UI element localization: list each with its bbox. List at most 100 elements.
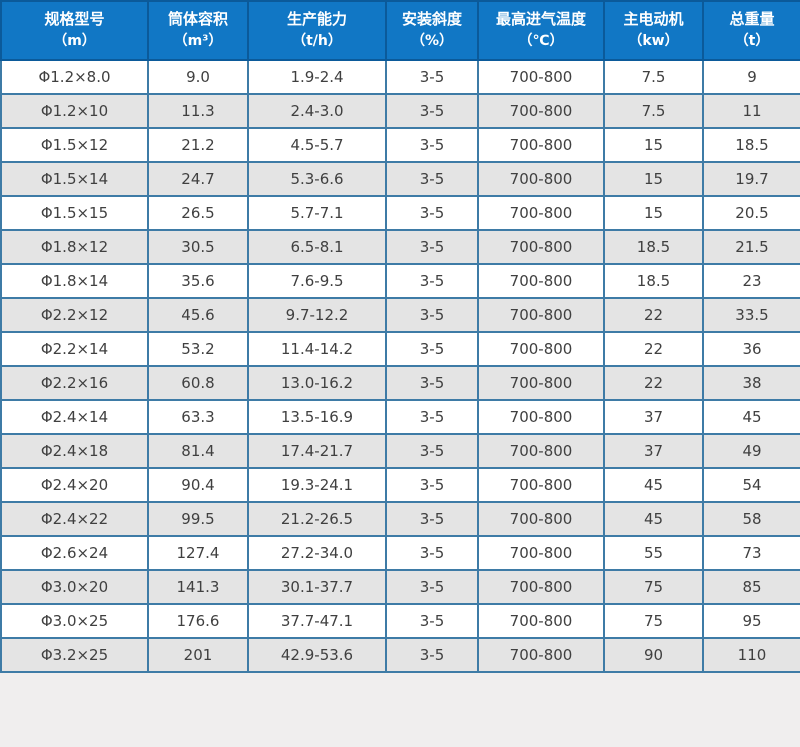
table-cell: 3-5 [385,637,479,673]
table-cell: 700-800 [477,195,605,231]
table-cell: 58 [702,501,800,537]
table-cell: 5.3-6.6 [247,161,387,197]
table-cell: Φ2.4×18 [0,433,149,469]
table-cell: 85 [702,569,800,605]
column-header-weight: 总重量 （t） [702,0,800,61]
column-header-slope: 安装斜度 （%） [385,0,479,61]
column-title: 规格型号 [44,10,105,29]
table-cell: 700-800 [477,399,605,435]
table-cell: 19.7 [702,161,800,197]
table-cell: 3-5 [385,195,479,231]
table-cell: 700-800 [477,535,605,571]
table-cell: Φ2.4×14 [0,399,149,435]
table-cell: 30.1-37.7 [247,569,387,605]
table-cell: 15 [603,127,704,163]
table-cell: 54 [702,467,800,503]
page: 规格型号 （m） 筒体容积 （m³） 生产能力 （t/h） 安装斜度 （%） 最… [0,0,800,673]
table-row: Φ1.5×14 24.7 5.3-6.6 3-5 700-800 15 19.7 [0,161,800,197]
table-cell: 9.7-12.2 [247,297,387,333]
table-cell: 90.4 [147,467,249,503]
column-title: 最高进气温度 [495,10,586,29]
table-cell: 37.7-47.1 [247,603,387,639]
column-unit: （t） [734,33,770,50]
table-row: Φ1.2×10 11.3 2.4-3.0 3-5 700-800 7.5 11 [0,93,800,129]
table-row: Φ1.5×12 21.2 4.5-5.7 3-5 700-800 15 18.5 [0,127,800,163]
table-cell: 3-5 [385,59,479,95]
table-cell: 3-5 [385,161,479,197]
table-cell: 700-800 [477,569,605,605]
table-cell: 3-5 [385,263,479,299]
table-cell: 1.9-2.4 [247,59,387,95]
table-cell: 95 [702,603,800,639]
table-cell: 13.0-16.2 [247,365,387,401]
column-header-motor: 主电动机 （kw） [603,0,704,61]
table-cell: Φ1.8×14 [0,263,149,299]
table-cell: Φ2.4×20 [0,467,149,503]
column-header-max-inlet-temp: 最高进气温度 （℃） [477,0,605,61]
table-cell: 36 [702,331,800,367]
table-row: Φ2.4×22 99.5 21.2-26.5 3-5 700-800 45 58 [0,501,800,537]
table-cell: 700-800 [477,229,605,265]
column-unit: （m³） [173,33,223,50]
table-cell: 3-5 [385,501,479,537]
table-cell: 3-5 [385,127,479,163]
table-cell: 53.2 [147,331,249,367]
table-cell: 60.8 [147,365,249,401]
table-cell: 4.5-5.7 [247,127,387,163]
table-cell: 21.2 [147,127,249,163]
table-cell: 45 [603,467,704,503]
column-unit: （t/h） [292,33,342,50]
table-cell: 75 [603,569,704,605]
header-row: 规格型号 （m） 筒体容积 （m³） 生产能力 （t/h） 安装斜度 （%） 最… [0,0,800,61]
column-unit: （%） [410,33,454,50]
spec-table: 规格型号 （m） 筒体容积 （m³） 生产能力 （t/h） 安装斜度 （%） 最… [0,0,800,673]
table-cell: 49 [702,433,800,469]
table-cell: 30.5 [147,229,249,265]
table-cell: 5.7-7.1 [247,195,387,231]
table-row: Φ2.2×16 60.8 13.0-16.2 3-5 700-800 22 38 [0,365,800,401]
table-cell: 3-5 [385,467,479,503]
table-cell: 3-5 [385,603,479,639]
table-cell: 55 [603,535,704,571]
table-cell: 700-800 [477,501,605,537]
table-cell: Φ2.2×12 [0,297,149,333]
table-cell: 700-800 [477,331,605,367]
table-cell: 3-5 [385,331,479,367]
table-cell: 700-800 [477,161,605,197]
table-cell: 3-5 [385,569,479,605]
table-cell: Φ2.2×14 [0,331,149,367]
table-header: 规格型号 （m） 筒体容积 （m³） 生产能力 （t/h） 安装斜度 （%） 最… [0,0,800,61]
table-cell: 42.9-53.6 [247,637,387,673]
table-cell: 176.6 [147,603,249,639]
table-cell: Φ1.8×12 [0,229,149,265]
table-cell: 2.4-3.0 [247,93,387,129]
table-cell: 3-5 [385,399,479,435]
column-title: 筒体容积 [167,10,228,29]
table-row: Φ3.0×25 176.6 37.7-47.1 3-5 700-800 75 95 [0,603,800,639]
table-cell: 700-800 [477,93,605,129]
table-cell: Φ1.5×14 [0,161,149,197]
table-cell: 26.5 [147,195,249,231]
table-cell: 15 [603,195,704,231]
table-cell: Φ1.2×8.0 [0,59,149,95]
table-cell: 3-5 [385,365,479,401]
table-cell: 24.7 [147,161,249,197]
table-cell: 20.5 [702,195,800,231]
table-cell: 21.5 [702,229,800,265]
column-unit: （m） [53,33,96,50]
table-cell: 3-5 [385,229,479,265]
column-unit: （kw） [628,33,679,50]
table-cell: Φ2.6×24 [0,535,149,571]
table-cell: 700-800 [477,297,605,333]
table-cell: 110 [702,637,800,673]
table-cell: 11.3 [147,93,249,129]
table-row: Φ2.6×24 127.4 27.2-34.0 3-5 700-800 55 73 [0,535,800,571]
table-row: Φ3.2×25 201 42.9-53.6 3-5 700-800 90 110 [0,637,800,673]
table-cell: 700-800 [477,467,605,503]
table-cell: 700-800 [477,433,605,469]
table-cell: 45 [603,501,704,537]
table-cell: 700-800 [477,263,605,299]
table-row: Φ2.2×14 53.2 11.4-14.2 3-5 700-800 22 36 [0,331,800,367]
table-cell: 7.5 [603,93,704,129]
table-cell: 3-5 [385,93,479,129]
